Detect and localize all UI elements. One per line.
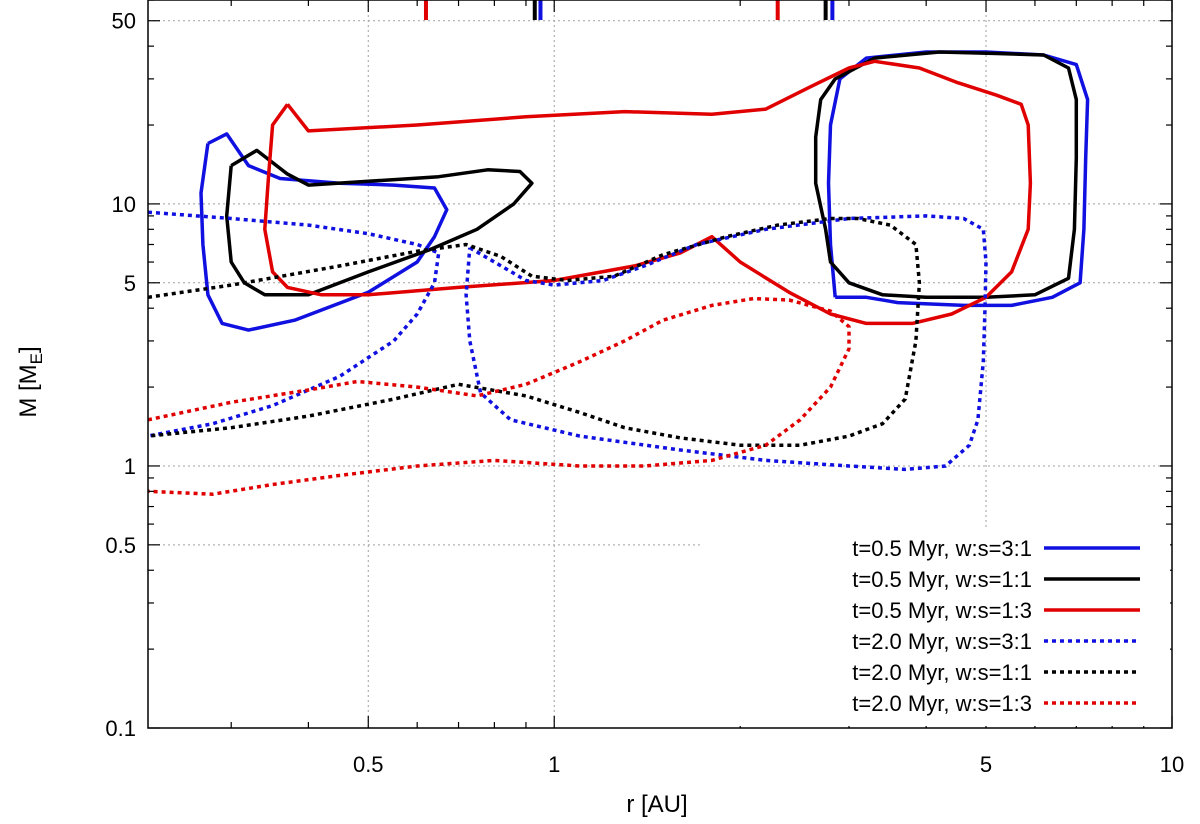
series-line [147, 210, 441, 438]
legend: t=0.5 Myr, w:s=3:1 t=0.5 Myr, w:s=1:1 t=0.… [700, 530, 1170, 726]
y-tick-label: 0.5 [105, 533, 136, 558]
y-axis-label-subscript: E [27, 353, 46, 364]
series-line [813, 50, 1079, 300]
y-tick-label: 50 [112, 9, 136, 34]
series-3 [263, 59, 1033, 326]
y-axis-label: M [ME] [15, 346, 46, 417]
plot-frame [147, 0, 1173, 729]
top-markers [423, 0, 835, 20]
x-axis-label: r [AU] [626, 791, 687, 818]
y-tick-label: 1 [124, 454, 136, 479]
legend-background [700, 530, 1170, 726]
series-4 [147, 210, 988, 472]
series-line [464, 214, 988, 472]
y-axis-label-close: ] [15, 346, 42, 353]
x-tick-label: 0.5 [353, 752, 384, 777]
legend-entry-label: t=2.0 Myr, w:s=1:1 [852, 660, 1032, 685]
grid [148, 0, 1172, 728]
legend-entry-label: t=2.0 Myr, w:s=1:3 [852, 691, 1032, 716]
x-tick-labels: 0.5 1 5 10 [353, 752, 1184, 777]
x-tick-label: 10 [1160, 752, 1184, 777]
series-layer [147, 50, 1090, 496]
series-line [147, 296, 851, 496]
x-tick-label: 1 [548, 752, 560, 777]
y-tick-labels: 0.1 0.5 1 5 10 50 [105, 9, 136, 741]
legend-entry-label: t=0.5 Myr, w:s=3:1 [852, 536, 1032, 561]
series-6 [147, 296, 851, 496]
y-tick-label: 0.1 [105, 716, 136, 741]
legend-entry-label: t=2.0 Myr, w:s=3:1 [852, 629, 1032, 654]
series-line [263, 59, 1033, 326]
y-tick-label: 10 [112, 192, 136, 217]
y-tick-label: 5 [124, 271, 136, 296]
legend-entry-label: t=0.5 Myr, w:s=1:3 [852, 598, 1032, 623]
x-tick-label: 5 [980, 752, 992, 777]
y-axis-label-main: M [M [15, 364, 42, 417]
legend-entry-label: t=0.5 Myr, w:s=1:1 [852, 567, 1032, 592]
ticks [148, 0, 1173, 729]
